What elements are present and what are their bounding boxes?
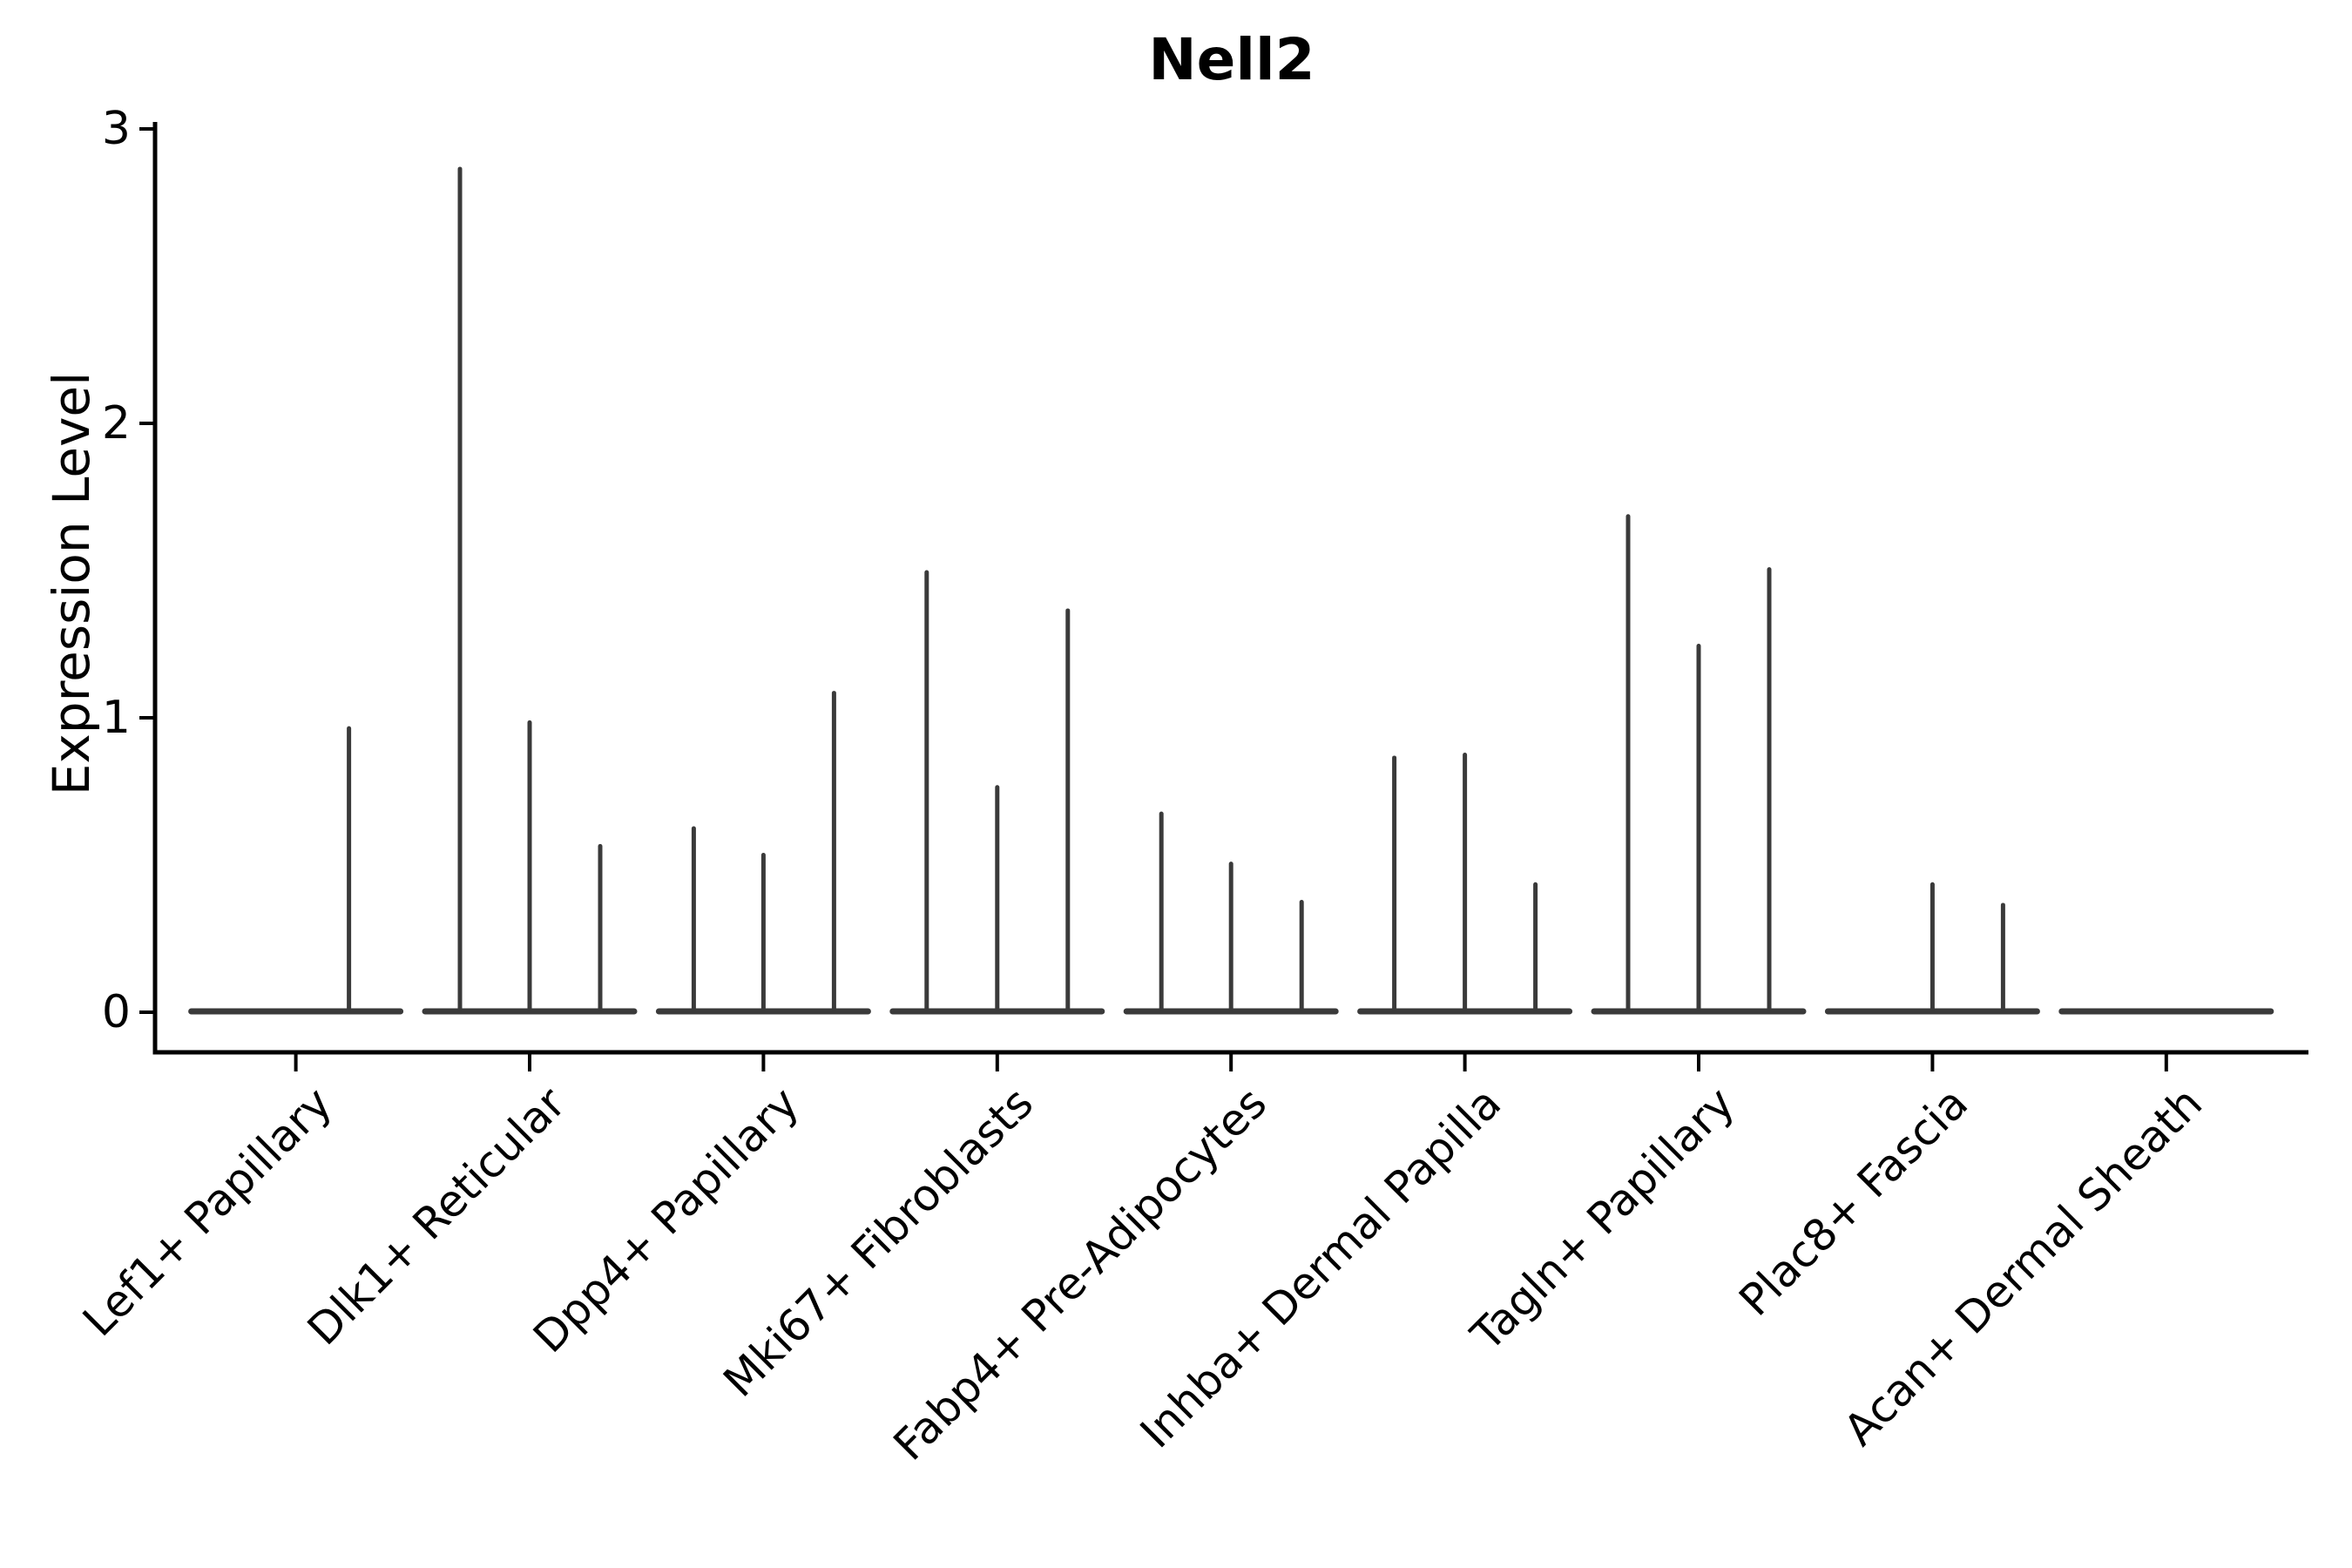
chart-title: Nell2 bbox=[1148, 26, 1315, 93]
x-tick-label: Acan+ Dermal Sheath bbox=[1834, 1078, 2352, 1456]
y-tick-label: 1 bbox=[101, 692, 131, 744]
y-tick-label: 0 bbox=[101, 986, 131, 1038]
y-tick-label: 3 bbox=[101, 103, 131, 155]
y-tick-label: 2 bbox=[101, 397, 131, 449]
